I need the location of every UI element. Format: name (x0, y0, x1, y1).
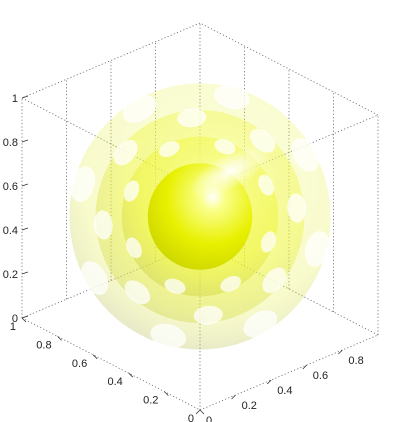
axis-ticks: 00.20.40.60.8100.20.40.60.8100.20.40.60.… (3, 93, 364, 422)
z-tick-2 (21, 227, 29, 231)
box-edge-5 (199, 22, 379, 116)
z-tick-label-4: 0.8 (3, 137, 18, 149)
x-tick-label-4: 0.8 (348, 355, 363, 367)
y-tick-1 (164, 391, 169, 396)
shell-1-opening-4 (123, 180, 140, 202)
shell-3-opening-7 (304, 230, 330, 267)
z-tick-label-3: 0.6 (3, 181, 18, 193)
z-tick-0 (21, 315, 29, 319)
z-tick-1 (21, 271, 29, 275)
y-tick-4 (57, 336, 62, 341)
z-tick-label-2: 0.4 (3, 225, 18, 237)
x-tick-1 (231, 394, 236, 400)
box-edge-0 (199, 334, 379, 411)
shell-3-opening-3 (70, 166, 96, 203)
shell-1-opening-2 (164, 278, 186, 294)
x-tick-label-2: 0.4 (277, 385, 292, 397)
shell-1-opening-5 (158, 141, 180, 158)
shell-3-opening-2 (81, 261, 109, 295)
y-tick-label-5: 1 (10, 321, 16, 333)
y-tick-0 (199, 409, 205, 415)
x-tick-0 (195, 409, 201, 415)
shell-2-opening-3 (93, 210, 113, 240)
x-tick-label-3: 0.6 (313, 370, 328, 382)
y-tick-5 (21, 317, 27, 323)
y-tick-label-4: 0.8 (36, 339, 51, 351)
x-tick-3 (302, 364, 308, 370)
shell-1-opening-6 (214, 139, 236, 155)
shell-2-opening-4 (113, 139, 138, 166)
shell-1-opening-7 (258, 174, 274, 196)
y-tick-3 (92, 354, 98, 360)
x-tick-2 (266, 379, 272, 385)
z-tick-5 (21, 95, 29, 99)
shell-3-opening-0 (243, 310, 278, 338)
x-tick-label-1: 0.2 (242, 400, 257, 412)
box-edge-4 (199, 114, 379, 191)
specular-highlight (189, 145, 271, 198)
y-tick-2 (128, 372, 134, 378)
shell-1-opening-0 (260, 231, 277, 253)
shell-3-opening-4 (122, 95, 157, 123)
shell-2-opening-2 (124, 280, 151, 305)
shell-2-opening-7 (287, 193, 307, 223)
z-tick-label-5: 1 (12, 93, 18, 105)
y-tick-label-0: 0 (188, 413, 194, 422)
y-tick-label-2: 0.4 (108, 376, 123, 388)
x-tick-4 (338, 349, 343, 355)
z-tick-4 (21, 139, 29, 143)
z-tick-3 (21, 183, 29, 187)
shell-3-opening-5 (213, 84, 250, 110)
y-tick-label-1: 0.2 (143, 395, 158, 407)
z-tick-label-1: 0.2 (3, 269, 18, 281)
x-tick-label-0: 0 (206, 415, 212, 422)
box-edge-6 (21, 22, 201, 99)
shell-1-opening-1 (220, 275, 242, 292)
shell-3-opening-6 (291, 138, 319, 172)
surface-group (69, 83, 331, 350)
box-edge-3 (21, 317, 201, 411)
z-tick-label-0: 0 (12, 313, 18, 325)
y-tick-label-3: 0.6 (72, 358, 87, 370)
shell-2-opening-0 (262, 267, 287, 294)
shell-3-opening-1 (150, 323, 187, 349)
box-edge-2 (21, 242, 201, 319)
shell-1-opening-3 (126, 237, 142, 259)
shell-2-opening-5 (177, 108, 207, 128)
shell-2-opening-1 (193, 305, 223, 325)
